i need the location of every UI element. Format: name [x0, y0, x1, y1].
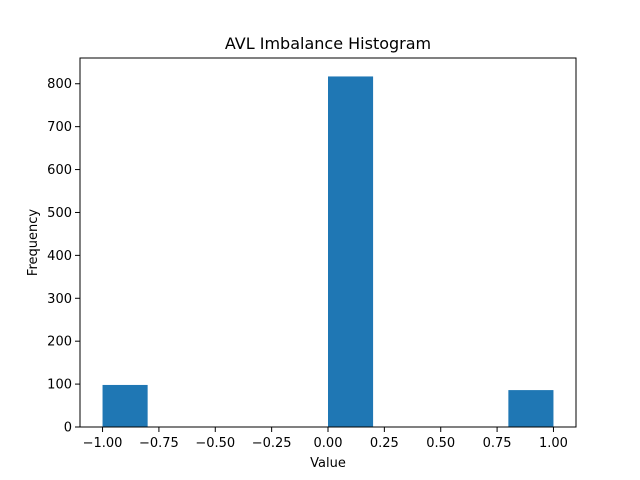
plot-area-frame — [79, 57, 577, 428]
x-tick-label: −0.25 — [252, 436, 292, 451]
histogram-bar — [102, 384, 148, 427]
y-tick-label: 100 — [47, 378, 72, 393]
x-tick-label: 0.75 — [483, 436, 512, 451]
y-tick-label: 800 — [47, 77, 72, 92]
y-tick-label: 500 — [47, 206, 72, 221]
y-tick-label: 0 — [64, 421, 72, 436]
x-tick-label: −1.00 — [83, 436, 123, 451]
histogram-bar — [328, 76, 374, 427]
chart-title: AVL Imbalance Histogram — [225, 34, 431, 53]
histogram-bar — [508, 390, 554, 427]
y-tick-label: 200 — [47, 335, 72, 350]
y-ticks-group: 0 100 200 300 400 500 600 700 800 — [47, 77, 80, 436]
x-tick-label: −0.75 — [139, 436, 179, 451]
x-tick-label: 0.50 — [426, 436, 455, 451]
y-axis-label: Frequency — [26, 209, 41, 276]
y-tick-label: 600 — [47, 163, 72, 178]
y-tick-label: 400 — [47, 249, 72, 264]
x-tick-label: 0.00 — [314, 436, 343, 451]
x-tick-label: −0.50 — [195, 436, 235, 451]
x-tick-label: 1.00 — [539, 436, 568, 451]
x-axis-label: Value — [310, 456, 346, 471]
x-ticks-group: −1.00 −0.75 −0.50 −0.25 0.00 0.25 0.50 0.75 1.00 — [83, 427, 568, 451]
y-tick-label: 300 — [47, 292, 72, 307]
x-tick-label: 0.25 — [370, 436, 399, 451]
bars-group — [102, 76, 554, 427]
y-tick-label: 700 — [47, 120, 72, 135]
